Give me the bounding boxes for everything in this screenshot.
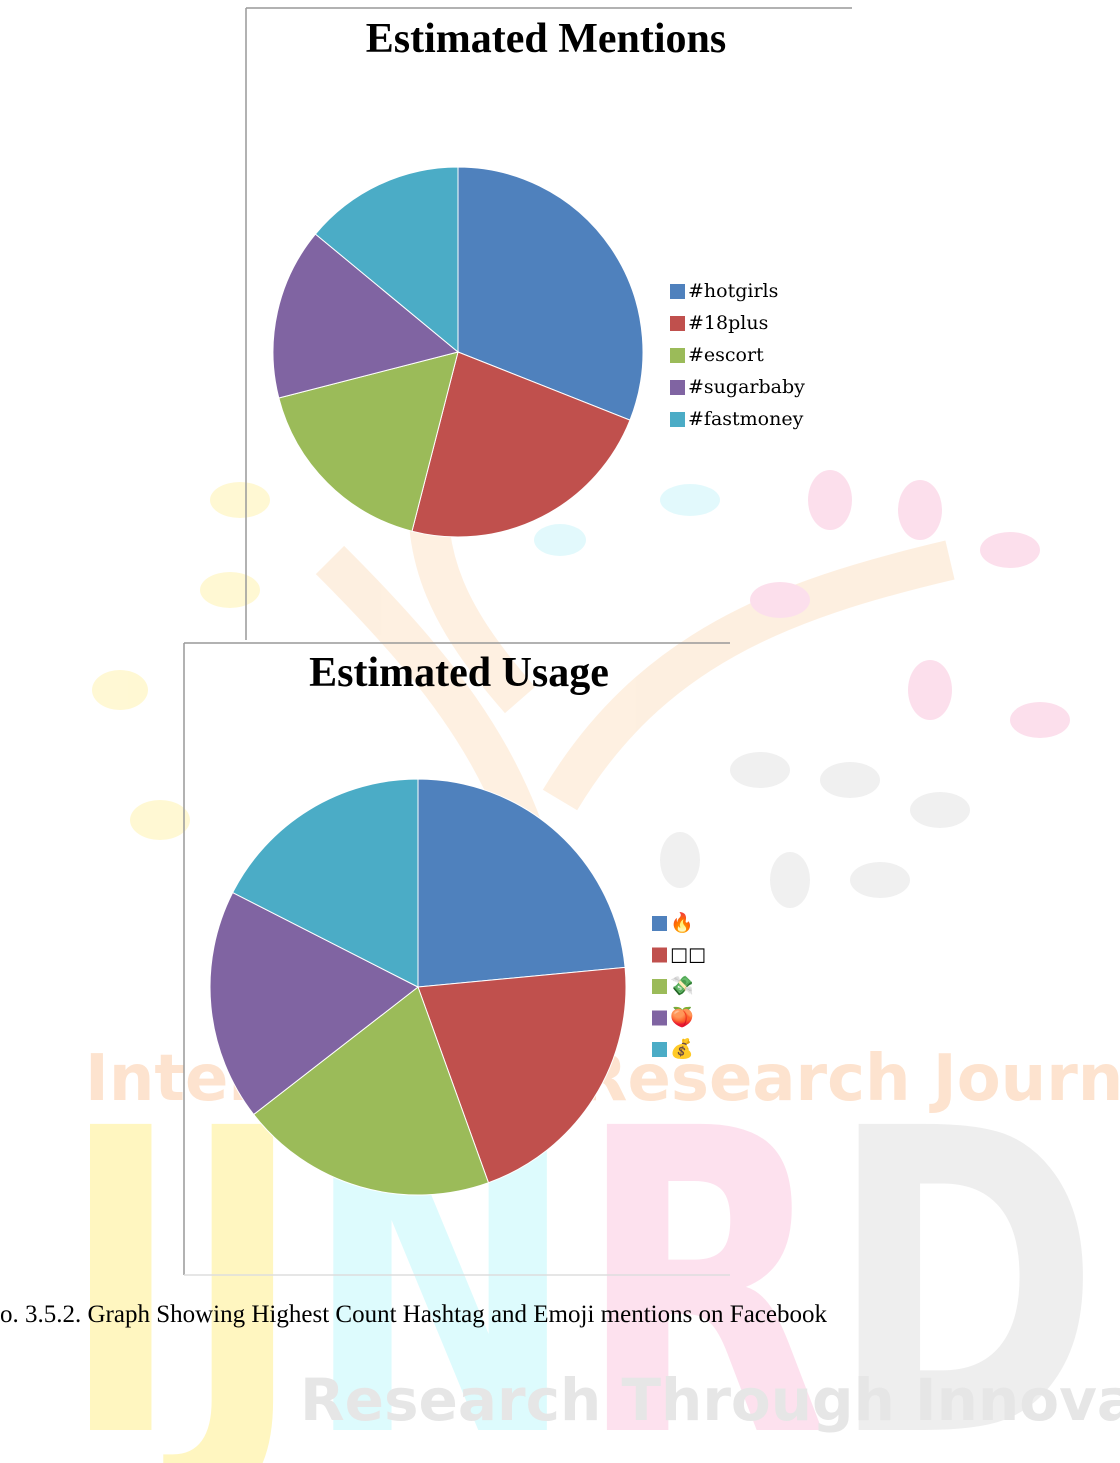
legend-label: #fastmoney <box>688 408 804 430</box>
pie-slice <box>252 986 490 1196</box>
chart-title: Estimated Usage <box>309 650 609 696</box>
legend-label: 🍑 <box>670 1006 694 1029</box>
pie-slice <box>457 166 644 421</box>
pie-slice <box>411 351 631 538</box>
legend-swatch <box>652 947 667 963</box>
pie-slice <box>417 778 626 988</box>
legend-swatch <box>652 1010 667 1026</box>
pie-slice <box>231 778 419 988</box>
legend-swatch <box>670 348 685 363</box>
legend-swatch <box>652 916 667 931</box>
legend-label: 💰 <box>670 1037 694 1060</box>
pie-slice <box>272 233 460 399</box>
pie-slice <box>278 351 459 532</box>
watermark-tagline: Research Through Innovation <box>300 1366 1120 1434</box>
legend-label: #18plus <box>688 312 768 334</box>
pie-slice <box>209 891 419 1116</box>
legend-swatch <box>670 284 685 299</box>
caption: o. 3.5.2. Graph Showing Highest Count Ha… <box>0 1301 828 1328</box>
legend-swatch <box>670 412 685 427</box>
legend-swatch <box>652 1042 667 1057</box>
legend-swatch <box>652 979 667 994</box>
legend-label: #hotgirls <box>688 280 778 302</box>
watermark-art <box>92 467 1070 1002</box>
legend-label: #escort <box>688 344 764 366</box>
legend-label: #sugarbaby <box>688 376 805 398</box>
pie-slice <box>314 166 459 354</box>
legend-swatch <box>670 380 685 395</box>
legend-label: 💸 <box>670 975 694 997</box>
chart-title: Estimated Mentions <box>366 16 727 62</box>
chart-frame <box>183 7 852 1276</box>
legend-label: □□ <box>670 944 706 966</box>
pie-slice <box>417 966 627 1184</box>
legend-label: 🔥 <box>670 911 694 934</box>
legend-swatch <box>670 316 685 331</box>
